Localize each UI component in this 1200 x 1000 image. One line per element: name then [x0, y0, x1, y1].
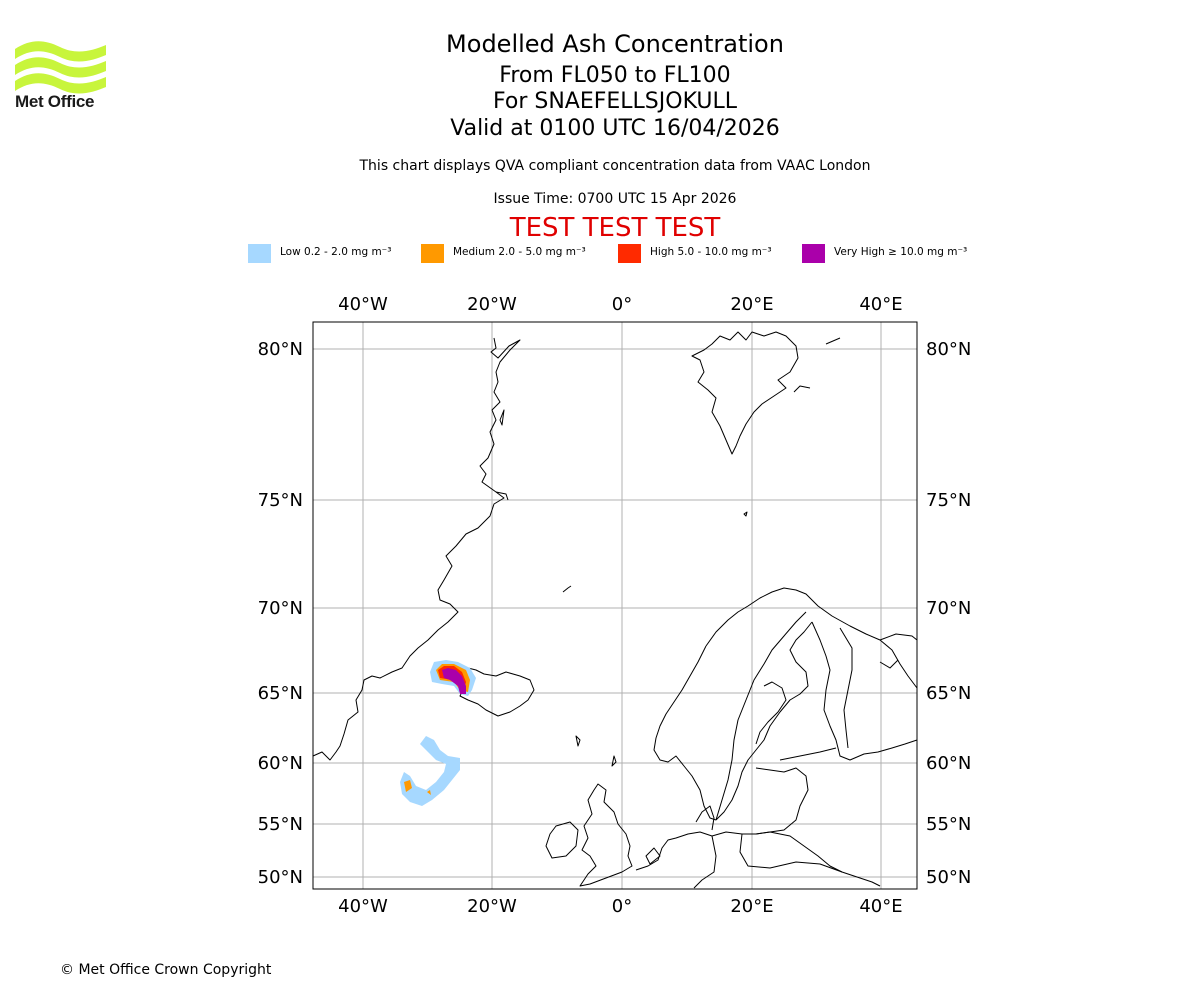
lat-label-50n: 50°N — [258, 867, 303, 888]
lon-label-20e-bottom: 20°E — [730, 896, 773, 917]
legend-swatch-low — [248, 244, 271, 263]
coastline-scandinavia — [705, 587, 918, 689]
coastline-faroe — [575, 735, 581, 747]
coastline-kola — [879, 633, 918, 669]
lat-labels-right: 80°N 75°N 70°N 65°N 60°N 55°N 50°N — [926, 339, 971, 888]
lon-labels-top: 40°W 20°W 0° 20°E 40°E — [338, 294, 902, 315]
coastline-norway-west — [653, 645, 717, 821]
lat-label-60n: 60°N — [258, 753, 303, 774]
lon-label-40e: 40°E — [859, 294, 902, 315]
coastline-baltic — [755, 767, 809, 835]
border-norway-sweden — [715, 611, 807, 821]
qva-subtitle: This chart displays QVA compliant concen… — [359, 158, 871, 174]
lat-label-75n: 75°N — [258, 490, 303, 511]
legend-label-low: Low 0.2 - 2.0 mg m⁻³ — [280, 246, 392, 258]
chart-title: Modelled Ash Concentration — [446, 30, 784, 58]
map-frame — [312, 321, 918, 890]
ash-plume — [400, 660, 476, 806]
lat-label-75n-right: 75°N — [926, 490, 971, 511]
legend-label-high: High 5.0 - 10.0 mg m⁻³ — [650, 246, 772, 258]
legend-swatch-very-high — [802, 244, 825, 263]
coastline-svalbard-east — [793, 337, 841, 393]
border-europe-east — [739, 833, 843, 873]
coastline-finland — [811, 621, 918, 761]
border-europe-mid — [693, 835, 717, 889]
coastline-benelux — [645, 847, 661, 865]
ash-plume-very-high — [442, 668, 466, 694]
coastline-greenland-island — [499, 409, 505, 426]
coastline-great-britain — [579, 783, 633, 887]
lat-label-50n-right: 50°N — [926, 867, 971, 888]
lat-label-60n-right: 60°N — [926, 753, 971, 774]
coastline-iceland — [457, 667, 535, 717]
coastline-greenland-fjord — [495, 491, 509, 501]
lat-label-80n-right: 80°N — [926, 339, 971, 360]
lat-labels-left: 80°N 75°N 70°N 65°N 60°N 55°N 50°N — [258, 339, 303, 888]
coastline-jan-mayen — [562, 585, 572, 593]
ash-cloud-south-medium — [404, 780, 412, 792]
lon-label-40w: 40°W — [338, 294, 388, 315]
coastlines — [312, 331, 918, 889]
coastline-finland-south — [779, 747, 837, 761]
lon-label-0: 0° — [612, 294, 632, 315]
coastline-greenland — [312, 337, 521, 761]
coastline-shetland — [611, 755, 617, 767]
lon-labels-bottom: 40°W 20°W 0° 20°E 40°E — [338, 896, 902, 917]
coastline-gulf-bothnia — [755, 681, 787, 745]
border-finland-russia — [839, 627, 853, 749]
ash-cloud-south-medium-2 — [427, 790, 431, 795]
lon-label-20w: 20°W — [467, 294, 517, 315]
lat-label-70n: 70°N — [258, 598, 303, 619]
lat-label-65n-right: 65°N — [926, 683, 971, 704]
coastline-sweden-east — [715, 621, 813, 821]
volcano-name: For SNAEFELLSJOKULL — [492, 89, 738, 114]
lon-label-20w-bottom: 20°W — [467, 896, 517, 917]
lon-label-0-bottom: 0° — [612, 896, 632, 917]
legend-swatch-medium — [421, 244, 444, 263]
met-office-logo-icon — [15, 41, 106, 94]
lat-label-70n-right: 70°N — [926, 598, 971, 619]
test-banner: TEST TEST TEST — [509, 213, 721, 243]
graticule — [313, 322, 917, 889]
coastline-denmark — [695, 805, 715, 831]
flight-level-range: From FL050 to FL100 — [499, 63, 731, 88]
copyright-notice: © Met Office Crown Copyright — [60, 962, 272, 978]
logo-text: Met Office — [15, 92, 95, 111]
lon-label-40e-bottom: 40°E — [859, 896, 902, 917]
coastline-europe — [635, 831, 881, 887]
valid-time: Valid at 0100 UTC 16/04/2026 — [450, 116, 780, 141]
coastline-svalbard — [691, 331, 799, 455]
legend-label-very-high: Very High ≥ 10.0 mg m⁻³ — [834, 246, 968, 258]
lat-label-55n-right: 55°N — [926, 814, 971, 835]
legend-label-medium: Medium 2.0 - 5.0 mg m⁻³ — [453, 246, 586, 258]
lon-label-20e: 20°E — [730, 294, 773, 315]
coastline-bear-island — [743, 511, 748, 517]
coastline-ireland — [545, 821, 579, 859]
lat-label-80n: 80°N — [258, 339, 303, 360]
issue-time: Issue Time: 0700 UTC 15 Apr 2026 — [493, 191, 737, 207]
lat-label-65n: 65°N — [258, 683, 303, 704]
legend-swatch-high — [618, 244, 641, 263]
lon-label-40w-bottom: 40°W — [338, 896, 388, 917]
ash-cloud-south-low — [400, 736, 460, 806]
lat-label-55n: 55°N — [258, 814, 303, 835]
